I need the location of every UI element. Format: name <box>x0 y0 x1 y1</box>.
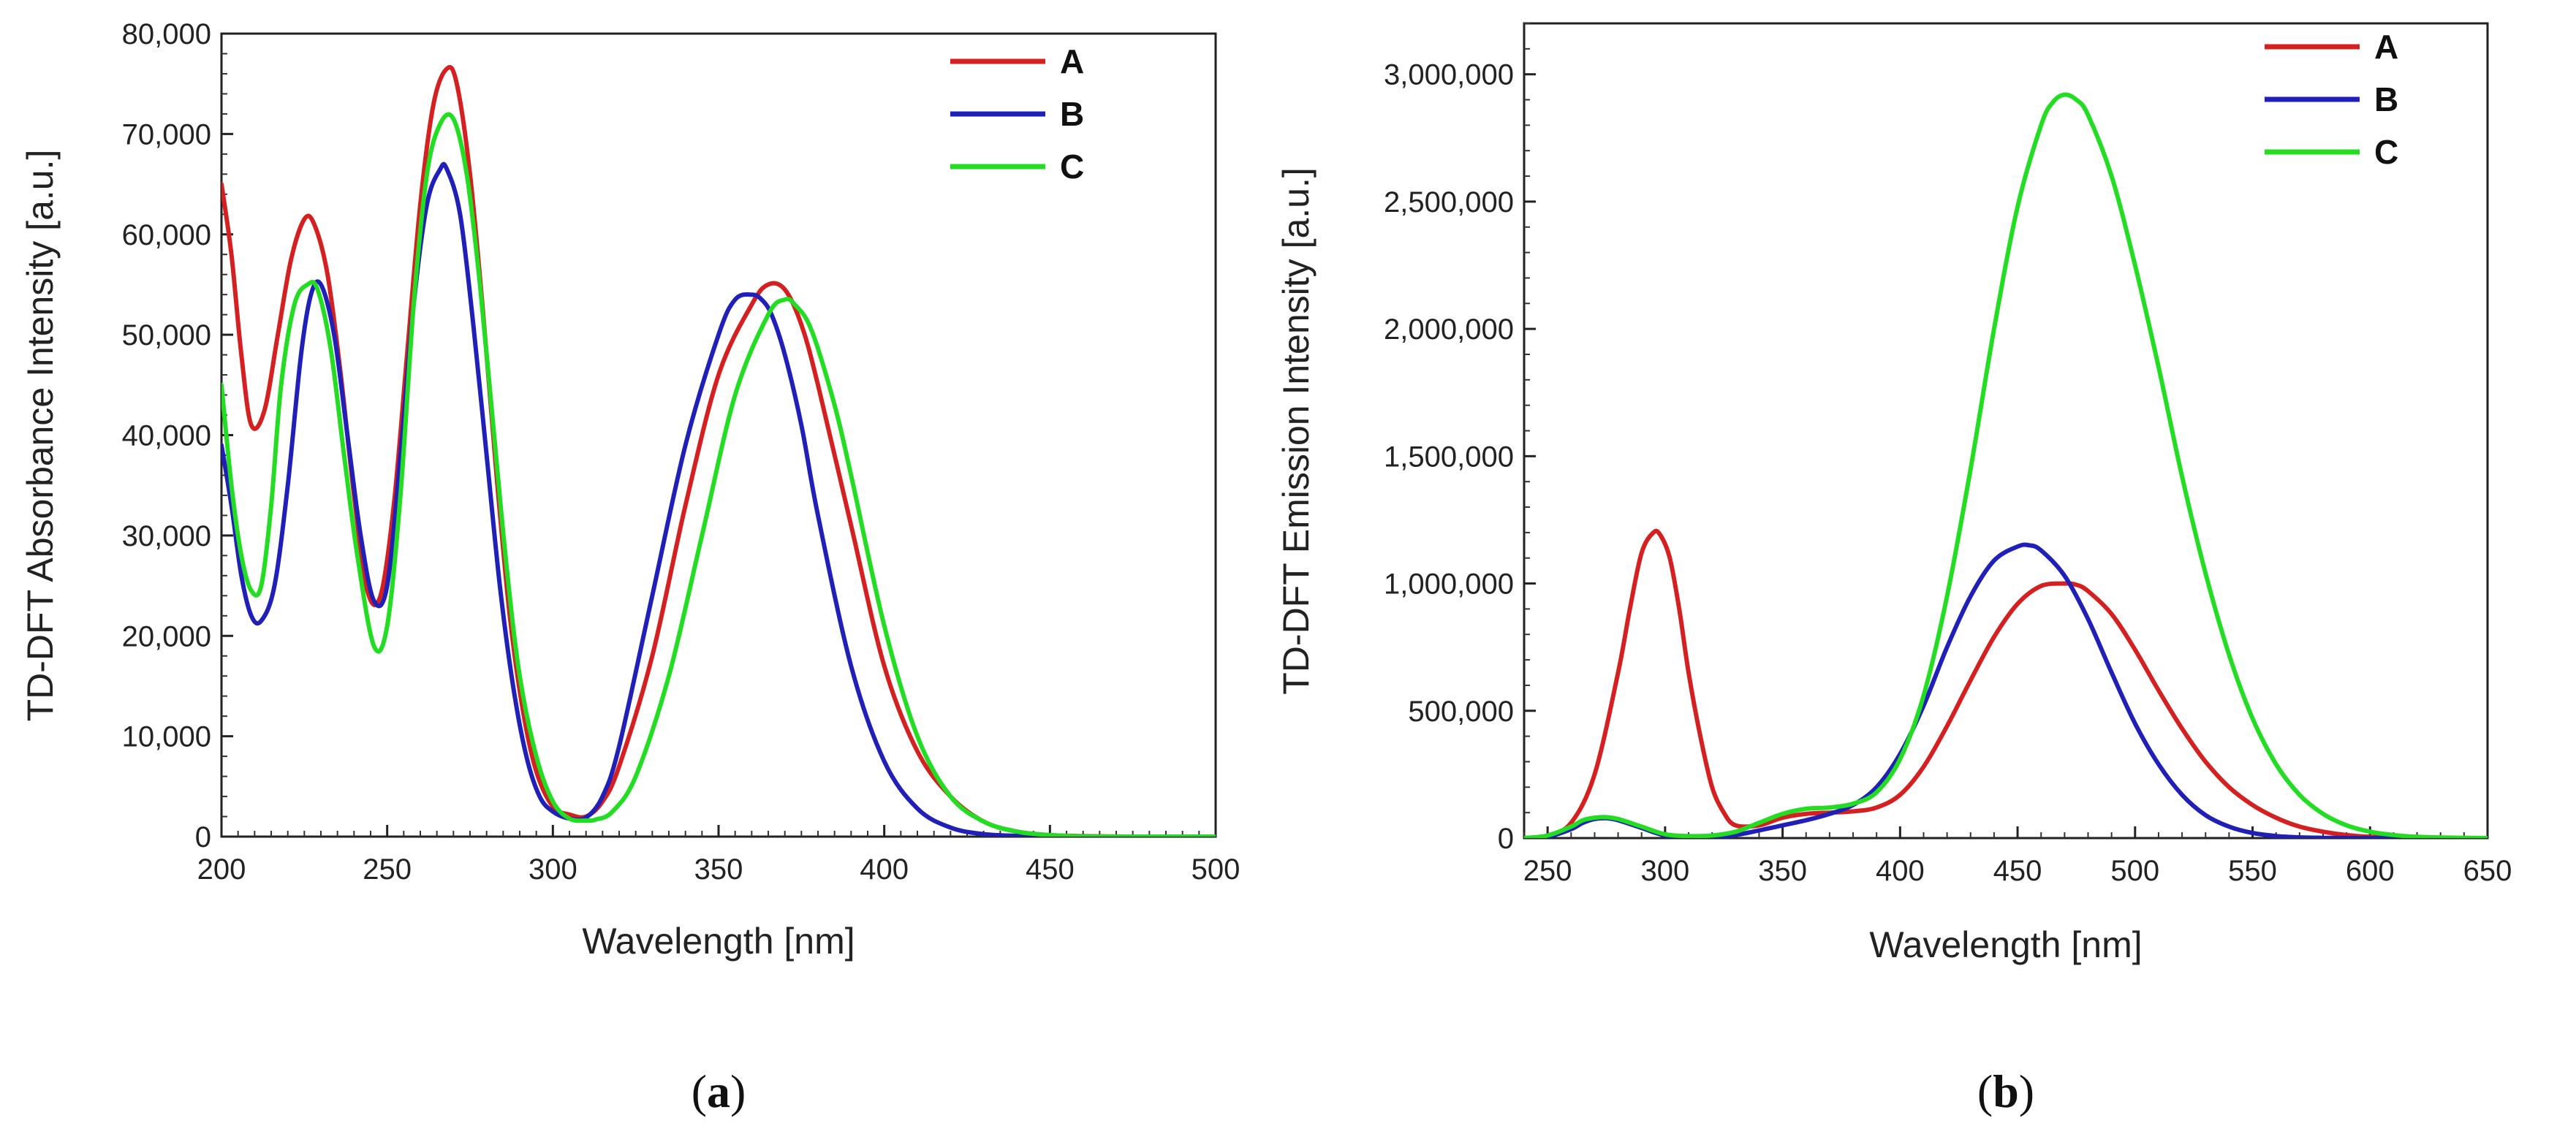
legend: ABC <box>2265 28 2398 171</box>
y-axis-title: TD-DFT Absorbance Intensity [a.u.] <box>20 150 61 722</box>
x-tick-label: 600 <box>2346 855 2395 887</box>
x-tick-label: 200 <box>197 853 246 886</box>
axis-ticks <box>1523 23 2489 840</box>
series-line-c <box>221 112 1216 837</box>
x-tick-label: 450 <box>1993 855 2042 887</box>
x-tick-label: 650 <box>2463 855 2512 887</box>
legend-label-c: C <box>2374 133 2398 171</box>
y-tick-label: 40,000 <box>122 420 211 452</box>
panel-caption: (a) <box>692 1065 746 1117</box>
y-tick-label: 1,000,000 <box>1384 568 1514 601</box>
series-lines <box>1524 92 2488 838</box>
series-line-b <box>1524 542 2488 838</box>
x-tick-label: 350 <box>694 853 743 886</box>
emission-chart: 250 300 350 400 450 500 550 600 650 0 500,000 1,00… <box>1276 22 2512 1117</box>
x-tick-labels: 250 300 350 400 450 500 550 600 650 <box>1523 855 2512 887</box>
legend-label-c: C <box>1060 148 1084 186</box>
y-axis-title: TD-DFT Emission Intensity [a.u.] <box>1276 167 1317 694</box>
legend-label-a: A <box>1060 42 1084 80</box>
y-tick-label: 30,000 <box>122 520 211 552</box>
y-tick-label: 80,000 <box>122 18 211 50</box>
y-tick-label: 50,000 <box>122 319 211 351</box>
x-tick-label: 250 <box>363 853 412 886</box>
y-tick-label: 10,000 <box>122 721 211 753</box>
legend: ABC <box>950 42 1084 186</box>
legend-label-a: A <box>2374 28 2398 66</box>
x-tick-label: 500 <box>2110 855 2159 887</box>
series-line-a <box>1524 528 2488 838</box>
x-tick-labels: 200 250 300 350 400 450 500 <box>197 853 1240 886</box>
legend-label-b: B <box>2374 80 2398 118</box>
y-tick-label: 500,000 <box>1408 696 1514 728</box>
y-tick-label: 20,000 <box>122 620 211 652</box>
x-tick-label: 450 <box>1026 853 1075 886</box>
x-tick-label: 300 <box>529 853 577 886</box>
x-tick-label: 500 <box>1192 853 1240 886</box>
y-tick-label: 60,000 <box>122 219 211 251</box>
x-tick-label: 250 <box>1523 855 1572 887</box>
plot-frame <box>1523 22 2489 840</box>
series-line-b <box>221 161 1216 837</box>
y-tick-label: 70,000 <box>122 118 211 151</box>
x-tick-label: 350 <box>1758 855 1807 887</box>
y-tick-labels: 0 500,000 1,000,000 1,500,000 2,000,000 2,500… <box>1384 59 1514 855</box>
x-axis-title: Wavelength [nm] <box>1869 924 2142 965</box>
series-lines <box>221 65 1216 837</box>
x-tick-label: 400 <box>1876 855 1925 887</box>
y-tick-labels: 0 10,000 20,000 30,000 40,000 50,000 60,000 70,… <box>122 18 211 853</box>
x-tick-label: 400 <box>860 853 909 886</box>
y-tick-label: 0 <box>1498 823 1514 855</box>
series-line-c <box>1524 92 2488 838</box>
panel-caption: (b) <box>1977 1065 2034 1117</box>
legend-label-b: B <box>1060 95 1084 133</box>
x-tick-label: 300 <box>1641 855 1690 887</box>
y-tick-label: 2,500,000 <box>1384 186 1514 218</box>
absorbance-chart: 200 250 300 350 400 450 500 0 10,000 20,000 30,00… <box>20 18 1240 1117</box>
x-axis-title: Wavelength [nm] <box>582 921 855 962</box>
y-tick-label: 3,000,000 <box>1384 59 1514 91</box>
y-tick-label: 1,500,000 <box>1384 441 1514 473</box>
y-tick-label: 2,000,000 <box>1384 313 1514 346</box>
x-tick-label: 550 <box>2228 855 2277 887</box>
y-tick-label: 0 <box>195 821 211 853</box>
